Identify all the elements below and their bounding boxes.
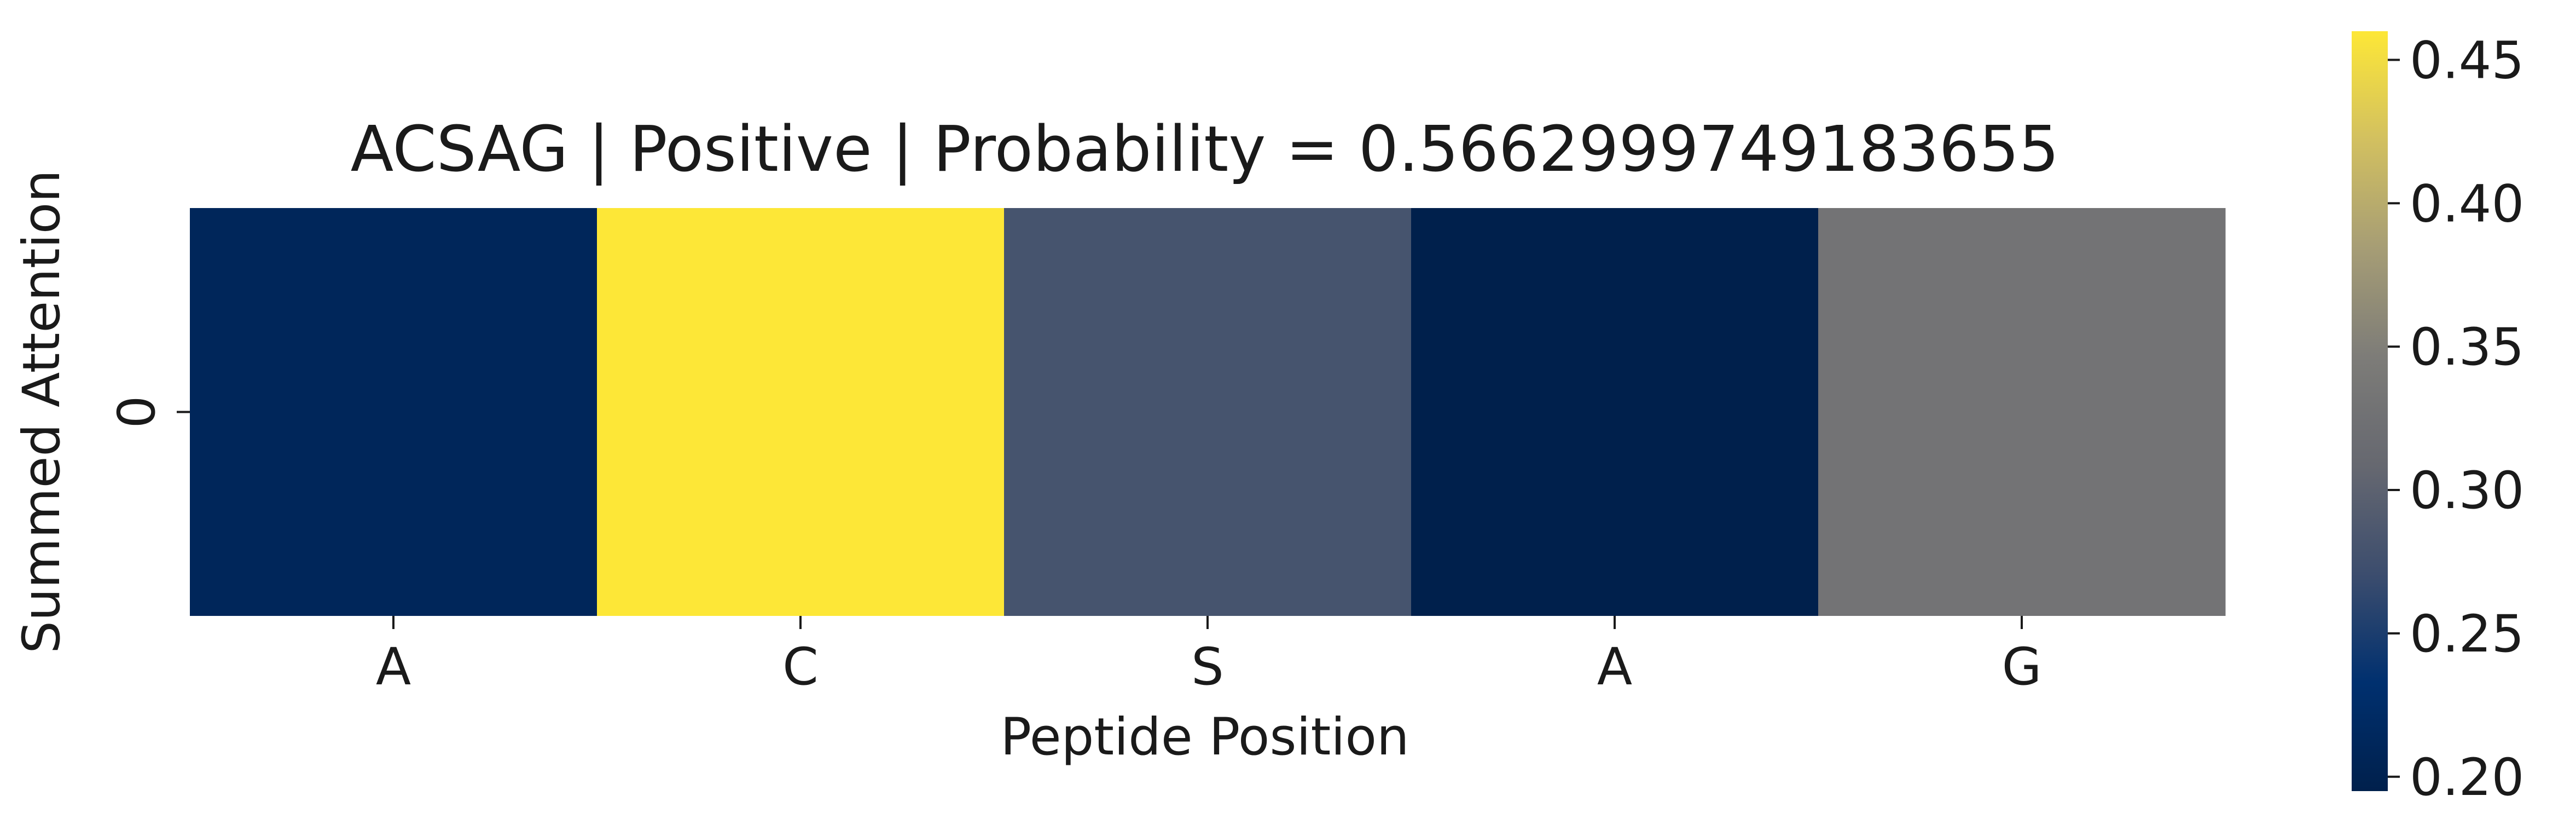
- colorbar-tick-label: 0.30: [2410, 461, 2524, 521]
- x-tick-label: A: [1597, 637, 1632, 697]
- x-axis-label: Peptide Position: [1000, 707, 1409, 767]
- heatmap-cell: [1818, 208, 2226, 616]
- x-tick-label: S: [1191, 637, 1224, 697]
- heatmap-cell: [1004, 208, 1412, 616]
- y-axis-label: Summed Attention: [12, 170, 72, 654]
- x-tick-label: G: [2002, 637, 2042, 697]
- heatmap-cells: [190, 208, 2226, 616]
- chart-title: ACSAG | Positive | Probability = 0.56629…: [351, 113, 2059, 186]
- heatmap-cell: [1411, 208, 1819, 616]
- y-tick-label: 0: [107, 396, 167, 429]
- colorbar-tick-label: 0.20: [2410, 748, 2524, 808]
- x-tick-label: A: [376, 637, 411, 697]
- y-axis-ticks: 0: [107, 396, 190, 429]
- heatmap-cell: [597, 208, 1005, 616]
- colorbar-tick-label: 0.40: [2410, 174, 2524, 234]
- colorbar-tick-label: 0.45: [2410, 31, 2524, 90]
- colorbar: [2352, 31, 2388, 791]
- colorbar-ticks: 0.20 0.25 0.30 0.35 0.40 0.45: [2388, 31, 2524, 808]
- x-tick-label: C: [782, 637, 819, 697]
- colorbar-tick-label: 0.35: [2410, 318, 2524, 377]
- colorbar-tick-label: 0.25: [2410, 604, 2524, 664]
- heatmap-cell: [190, 208, 597, 616]
